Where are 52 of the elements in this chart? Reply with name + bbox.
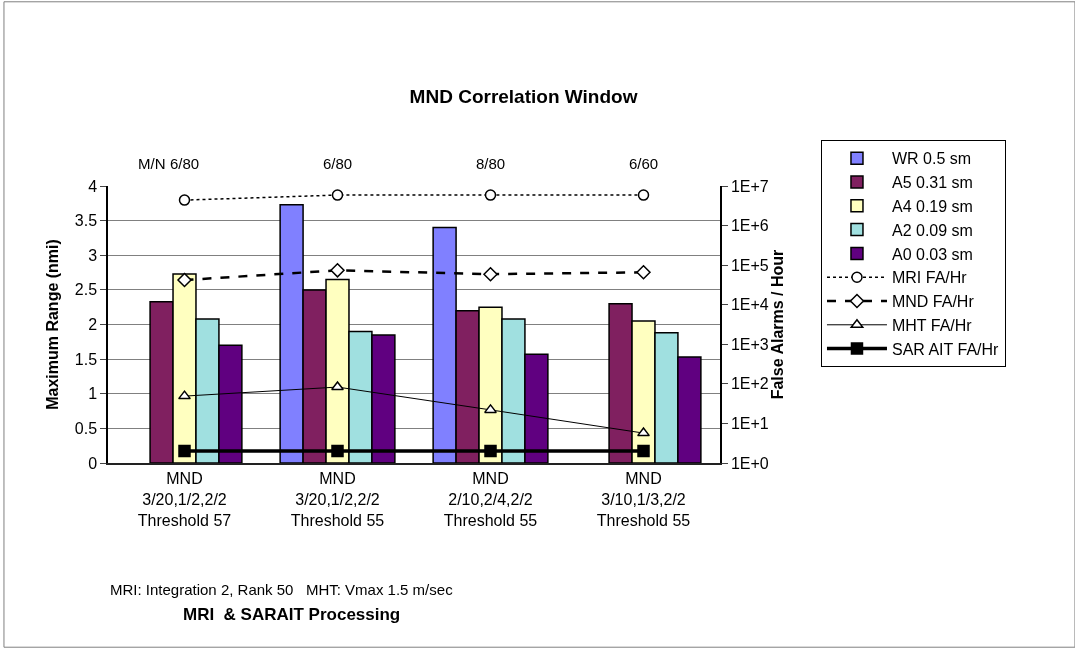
point — [484, 444, 497, 458]
y2-tick-label: 1E+2 — [730, 375, 769, 393]
point — [331, 189, 344, 201]
x-tick-label: MND 2/10,2/4,2/2 Threshold 55 — [443, 469, 538, 529]
point — [178, 194, 191, 206]
text: 6/80 — [323, 155, 353, 172]
x-axis-title: MRI & SARAIT Processing — [183, 605, 401, 624]
x-tick-label: MND 3/20,1/2,2/2 Threshold 57 — [137, 469, 232, 529]
x-tick-label: MND 3/10,1/3,2/2 Threshold 55 — [596, 469, 691, 529]
legend-label: A0 0.03 sm — [891, 245, 973, 263]
point — [331, 444, 344, 458]
y2-tick-label: 1E+7 — [730, 177, 769, 195]
text: M/N — [138, 155, 166, 172]
y-tick-label: 0 — [88, 454, 98, 472]
y2-tick-label: 1E+3 — [730, 335, 769, 353]
point — [636, 265, 651, 280]
point — [484, 189, 497, 201]
y2-axis-title: False Alarms / Hour — [769, 249, 787, 400]
legend-label: MHT FA/Hr — [891, 317, 973, 335]
y-tick-label: 2 — [88, 316, 98, 334]
text: 6/80 — [170, 155, 200, 172]
legend-label: WR 0.5 sm — [891, 150, 972, 168]
legend-label: MRI FA/Hr — [891, 269, 968, 287]
y-tick-label: 2.5 — [74, 281, 98, 299]
y-tick-label: 3 — [88, 246, 98, 264]
y-tick-label: 3.5 — [74, 212, 98, 230]
y2-tick-label: 1E+6 — [730, 217, 769, 235]
point — [483, 266, 498, 282]
point — [637, 444, 650, 458]
legend-label: SAR AIT FA/Hr — [891, 340, 1000, 358]
y-axis-title: Maximum Range (nmi) — [44, 239, 62, 410]
y-tick-label: 4 — [88, 177, 98, 195]
x-tick-label: MND 3/20,1/2,2/2 Threshold 55 — [290, 469, 385, 529]
legend-label: MND FA/Hr — [891, 293, 975, 311]
point — [637, 189, 650, 201]
y2-tick-label: 1E+0 — [730, 454, 769, 472]
text: 6/60 — [629, 155, 659, 172]
y-tick-label: 0.5 — [74, 419, 98, 437]
y-tick-label: 1 — [88, 385, 98, 403]
y2-tick-label: 1E+5 — [730, 256, 769, 274]
legend-label: A2 0.09 sm — [891, 221, 973, 239]
legend-label: A5 0.31 sm — [891, 174, 973, 192]
chart-title: MND Correlation Window — [409, 85, 638, 107]
legend-label: A4 0.19 sm — [891, 198, 973, 216]
text: 8/80 — [476, 155, 506, 172]
y2-tick-label: 1E+1 — [730, 415, 769, 433]
text: MRI: Integration 2, Rank 50 MHT: Vmax 1.5 m/sec — [110, 581, 454, 598]
point — [177, 272, 192, 288]
point — [178, 444, 191, 458]
point — [330, 263, 345, 278]
y-tick-label: 1.5 — [74, 350, 98, 368]
y2-tick-label: 1E+4 — [730, 296, 769, 314]
